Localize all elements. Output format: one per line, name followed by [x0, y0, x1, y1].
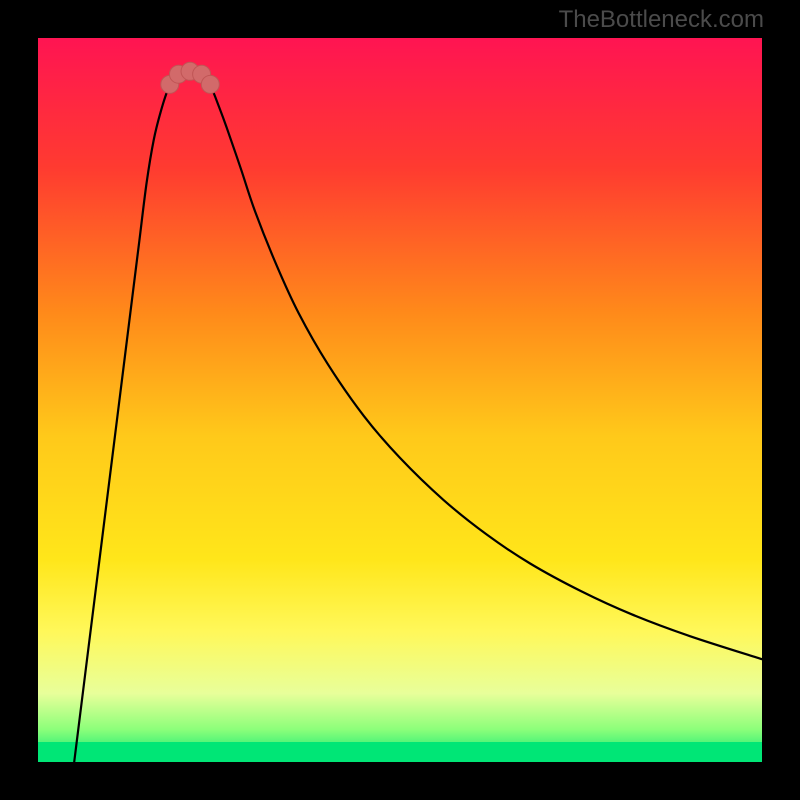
marker-group [161, 62, 220, 93]
plot-area [38, 38, 762, 762]
watermark-text: TheBottleneck.com [559, 6, 764, 34]
valley-marker [201, 75, 219, 93]
chart-frame: TheBottleneck.com [0, 0, 800, 800]
bottleneck-curve [74, 71, 762, 762]
curve-svg-layer [38, 38, 762, 762]
